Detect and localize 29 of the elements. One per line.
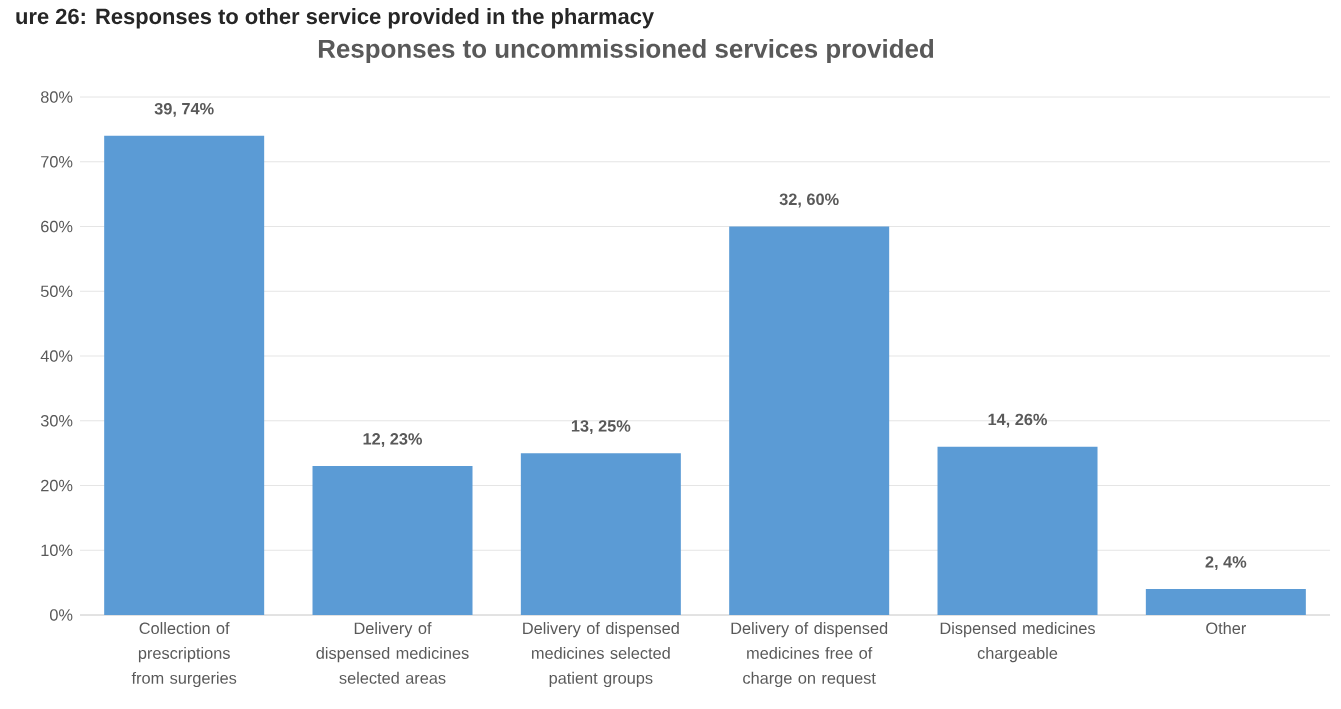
bar <box>937 446 1098 615</box>
data-label: 14, 26% <box>988 413 1048 428</box>
x-tick-label: Delivery of dispensed medicines free of charge on request <box>731 622 888 688</box>
bar <box>729 226 890 615</box>
chart-title: Responses to uncommissioned services provided <box>318 38 934 64</box>
data-label: 2, 4% <box>1205 556 1247 571</box>
data-label: 32, 60% <box>779 193 839 208</box>
y-tick-label: 0% <box>49 609 73 621</box>
y-tick-label: 20% <box>41 479 73 492</box>
x-tick-label: Other <box>1206 622 1246 635</box>
x-tick-label: Delivery of dispensed medicines selected areas <box>316 622 469 684</box>
x-tick-label: Delivery of dispensed medicines selected patient groups <box>523 622 679 688</box>
y-tick-label: 10% <box>41 544 73 557</box>
y-tick-label: 70% <box>41 155 73 168</box>
y-tick-label: 60% <box>41 220 73 233</box>
y-tick-label: 50% <box>40 285 73 298</box>
y-tick-label: 40% <box>40 350 73 362</box>
text: ure 26: Responses to other service provided in the pharmacy <box>16 8 654 29</box>
bar <box>520 453 681 615</box>
x-tick-label: Collection of prescriptions from surgeries <box>131 622 237 688</box>
y-tick-label: 30% <box>40 414 73 427</box>
bar <box>104 135 265 615</box>
data-label: 39, 74% <box>154 102 214 117</box>
x-tick-label: Dispensed medicines chargeable <box>940 622 1095 663</box>
y-tick-label: 80% <box>40 91 73 103</box>
bar <box>1145 589 1306 615</box>
data-label: 12, 23% <box>363 433 423 448</box>
data-label: 13, 25% <box>571 420 631 435</box>
bar <box>312 466 473 615</box>
